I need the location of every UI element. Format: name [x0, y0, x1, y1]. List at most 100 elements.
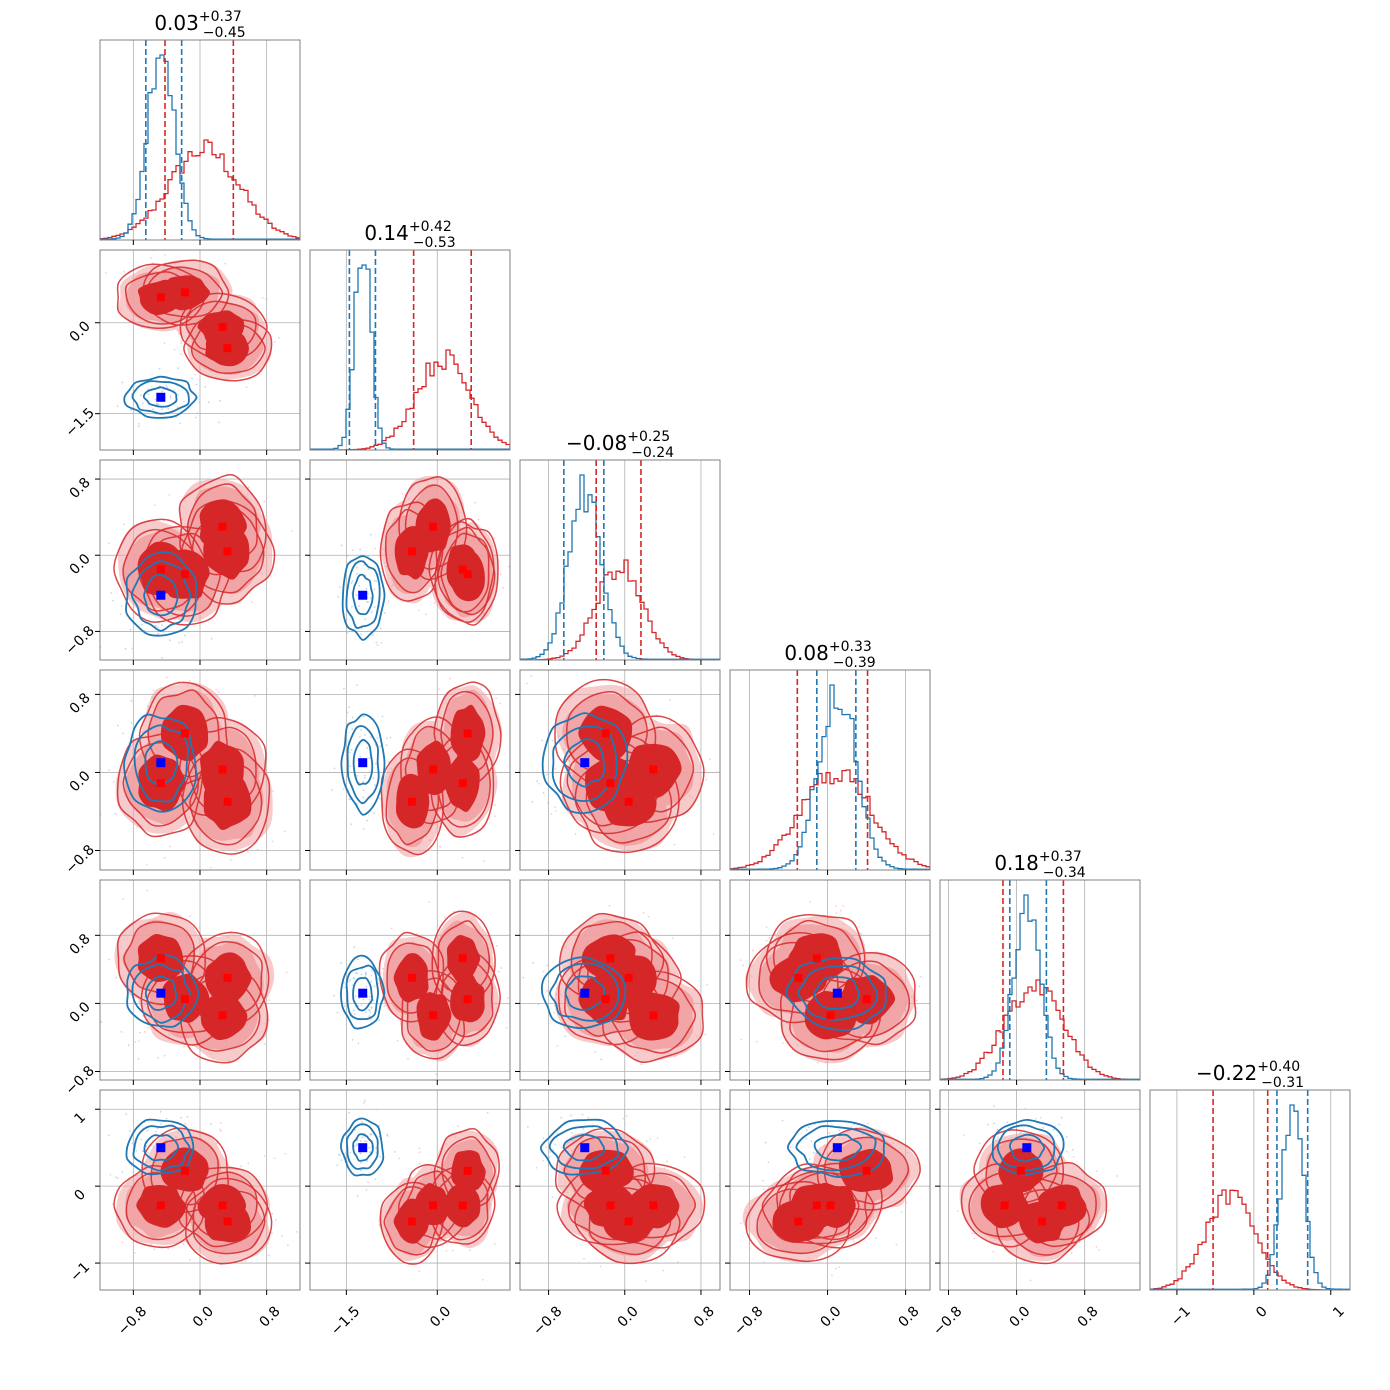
- sample-point: [363, 564, 366, 566]
- sample-point: [554, 768, 557, 770]
- sample-point: [358, 997, 361, 1000]
- sample-point: [481, 1278, 484, 1281]
- scatter-panel-3-2: [515, 669, 742, 875]
- secondary-truth-marker: [156, 988, 166, 998]
- sample-point: [372, 812, 375, 815]
- sample-point: [502, 586, 505, 589]
- primary-contour-line: [117, 912, 270, 1064]
- sample-point: [370, 736, 372, 738]
- sample-point: [342, 788, 345, 790]
- x-tick-label: −0.8: [530, 1304, 565, 1339]
- primary-contour-line: [384, 484, 496, 616]
- sample-point: [131, 1142, 134, 1145]
- sample-point: [123, 270, 125, 273]
- secondary-contour-line: [562, 1133, 605, 1162]
- hist-panel-3: [729, 669, 931, 875]
- sample-point: [1095, 1170, 1098, 1173]
- x-tick-label: 0.8: [896, 1304, 923, 1331]
- sample-point: [378, 1019, 380, 1022]
- sample-point: [364, 618, 366, 621]
- sample-point: [433, 602, 436, 605]
- primary-mode-marker: [458, 1201, 467, 1210]
- sample-point: [764, 1141, 767, 1144]
- primary-mode-marker: [156, 1201, 165, 1210]
- secondary-contour-line: [345, 1123, 379, 1170]
- secondary-contour-line: [346, 725, 380, 805]
- sample-point: [963, 1134, 966, 1136]
- sample-point: [121, 1241, 124, 1243]
- sample-point: [835, 1267, 837, 1270]
- sample-point: [183, 1045, 186, 1048]
- sample-point: [346, 1160, 349, 1163]
- secondary-contour-line: [123, 713, 197, 813]
- sample-point: [177, 394, 180, 396]
- primary-mode-marker: [794, 973, 803, 982]
- sample-point: [978, 1142, 981, 1145]
- primary-contour-line: [745, 1128, 921, 1263]
- sample-point: [161, 624, 163, 626]
- sample-point: [331, 789, 333, 791]
- sample-point: [494, 804, 496, 806]
- sample-point: [224, 262, 227, 265]
- sample-point: [556, 1133, 559, 1135]
- sample-point: [831, 1274, 833, 1277]
- sample-point: [167, 408, 170, 410]
- sample-point: [111, 1203, 114, 1205]
- sample-point: [1029, 1279, 1032, 1282]
- sample-point: [756, 1040, 758, 1043]
- sample-point: [168, 494, 171, 496]
- sample-point: [265, 318, 268, 321]
- secondary-truth-marker: [580, 988, 590, 998]
- sample-point: [1071, 1262, 1074, 1264]
- sample-point: [839, 909, 842, 912]
- sample-point: [740, 777, 742, 779]
- sample-point: [121, 1171, 124, 1173]
- sample-point: [360, 633, 363, 636]
- sample-point: [378, 1124, 381, 1127]
- sample-point: [809, 901, 811, 903]
- primary-contour-line: [378, 910, 501, 1060]
- primary-mode-marker: [156, 565, 165, 574]
- sample-point: [838, 1266, 840, 1268]
- primary-contour-line: [385, 690, 494, 846]
- sample-point: [263, 1042, 266, 1045]
- secondary-truth-marker: [832, 988, 842, 998]
- secondary-contour-line: [813, 1133, 863, 1162]
- sample-point: [143, 1031, 146, 1033]
- sample-point: [712, 833, 715, 835]
- sample-point: [739, 959, 742, 961]
- secondary-contour-line: [340, 713, 386, 816]
- sample-point: [340, 544, 343, 547]
- primary-mode-marker: [181, 288, 189, 297]
- secondary-truth-marker: [156, 392, 166, 402]
- primary-mode-marker: [223, 1217, 232, 1226]
- sample-point: [145, 1145, 148, 1148]
- primary-contour-line: [386, 920, 494, 1052]
- sample-point: [169, 639, 171, 642]
- primary-mode-marker: [624, 1217, 633, 1226]
- sample-point: [271, 840, 274, 843]
- y-tick-label: 0.0: [67, 551, 94, 578]
- sample-point: [86, 382, 88, 384]
- sample-point: [442, 613, 445, 616]
- secondary-histogram: [940, 894, 1140, 1080]
- sample-point: [122, 898, 125, 900]
- sample-point: [375, 762, 377, 765]
- sample-point: [748, 1247, 751, 1250]
- sample-point: [808, 1158, 811, 1160]
- sample-point: [1098, 1249, 1100, 1251]
- sample-point: [348, 706, 350, 709]
- primary-mode-marker: [218, 522, 227, 531]
- sample-point: [157, 1057, 160, 1059]
- sample-point: [645, 1140, 648, 1143]
- sample-point: [367, 1181, 369, 1184]
- secondary-truth-marker: [156, 590, 166, 600]
- panel-title: 0.18+0.37 −0.34: [994, 849, 1085, 881]
- sample-point: [364, 777, 366, 779]
- sample-point: [156, 1127, 159, 1130]
- sample-point: [114, 813, 116, 815]
- sample-point: [361, 1136, 364, 1139]
- secondary-contour-line: [132, 1124, 191, 1172]
- sample-point: [366, 601, 369, 603]
- sample-point: [449, 916, 452, 918]
